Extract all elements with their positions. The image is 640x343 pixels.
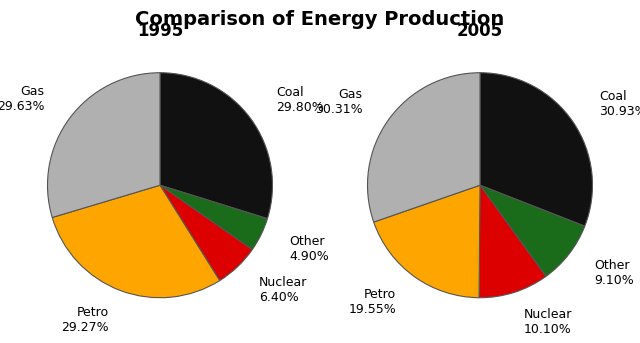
Wedge shape xyxy=(52,185,220,298)
Text: Other
4.90%: Other 4.90% xyxy=(289,235,329,263)
Wedge shape xyxy=(480,185,585,276)
Wedge shape xyxy=(480,73,593,226)
Wedge shape xyxy=(160,73,273,218)
Wedge shape xyxy=(160,185,252,281)
Title: 2005: 2005 xyxy=(457,22,503,40)
Text: Gas
29.63%: Gas 29.63% xyxy=(0,85,45,113)
Wedge shape xyxy=(479,185,546,298)
Text: Petro
19.55%: Petro 19.55% xyxy=(348,288,396,316)
Text: Nuclear
10.10%: Nuclear 10.10% xyxy=(524,308,572,336)
Wedge shape xyxy=(47,73,160,217)
Text: Nuclear
6.40%: Nuclear 6.40% xyxy=(259,275,308,304)
Wedge shape xyxy=(160,185,268,250)
Wedge shape xyxy=(367,73,480,222)
Text: Coal
30.93%: Coal 30.93% xyxy=(599,90,640,118)
Text: Comparison of Energy Production: Comparison of Energy Production xyxy=(136,10,504,29)
Title: 1995: 1995 xyxy=(137,22,183,40)
Text: Gas
30.31%: Gas 30.31% xyxy=(315,88,363,116)
Text: Petro
29.27%: Petro 29.27% xyxy=(61,306,109,334)
Text: Other
9.10%: Other 9.10% xyxy=(594,259,634,287)
Text: Coal
29.80%: Coal 29.80% xyxy=(276,86,324,114)
Wedge shape xyxy=(374,185,480,298)
